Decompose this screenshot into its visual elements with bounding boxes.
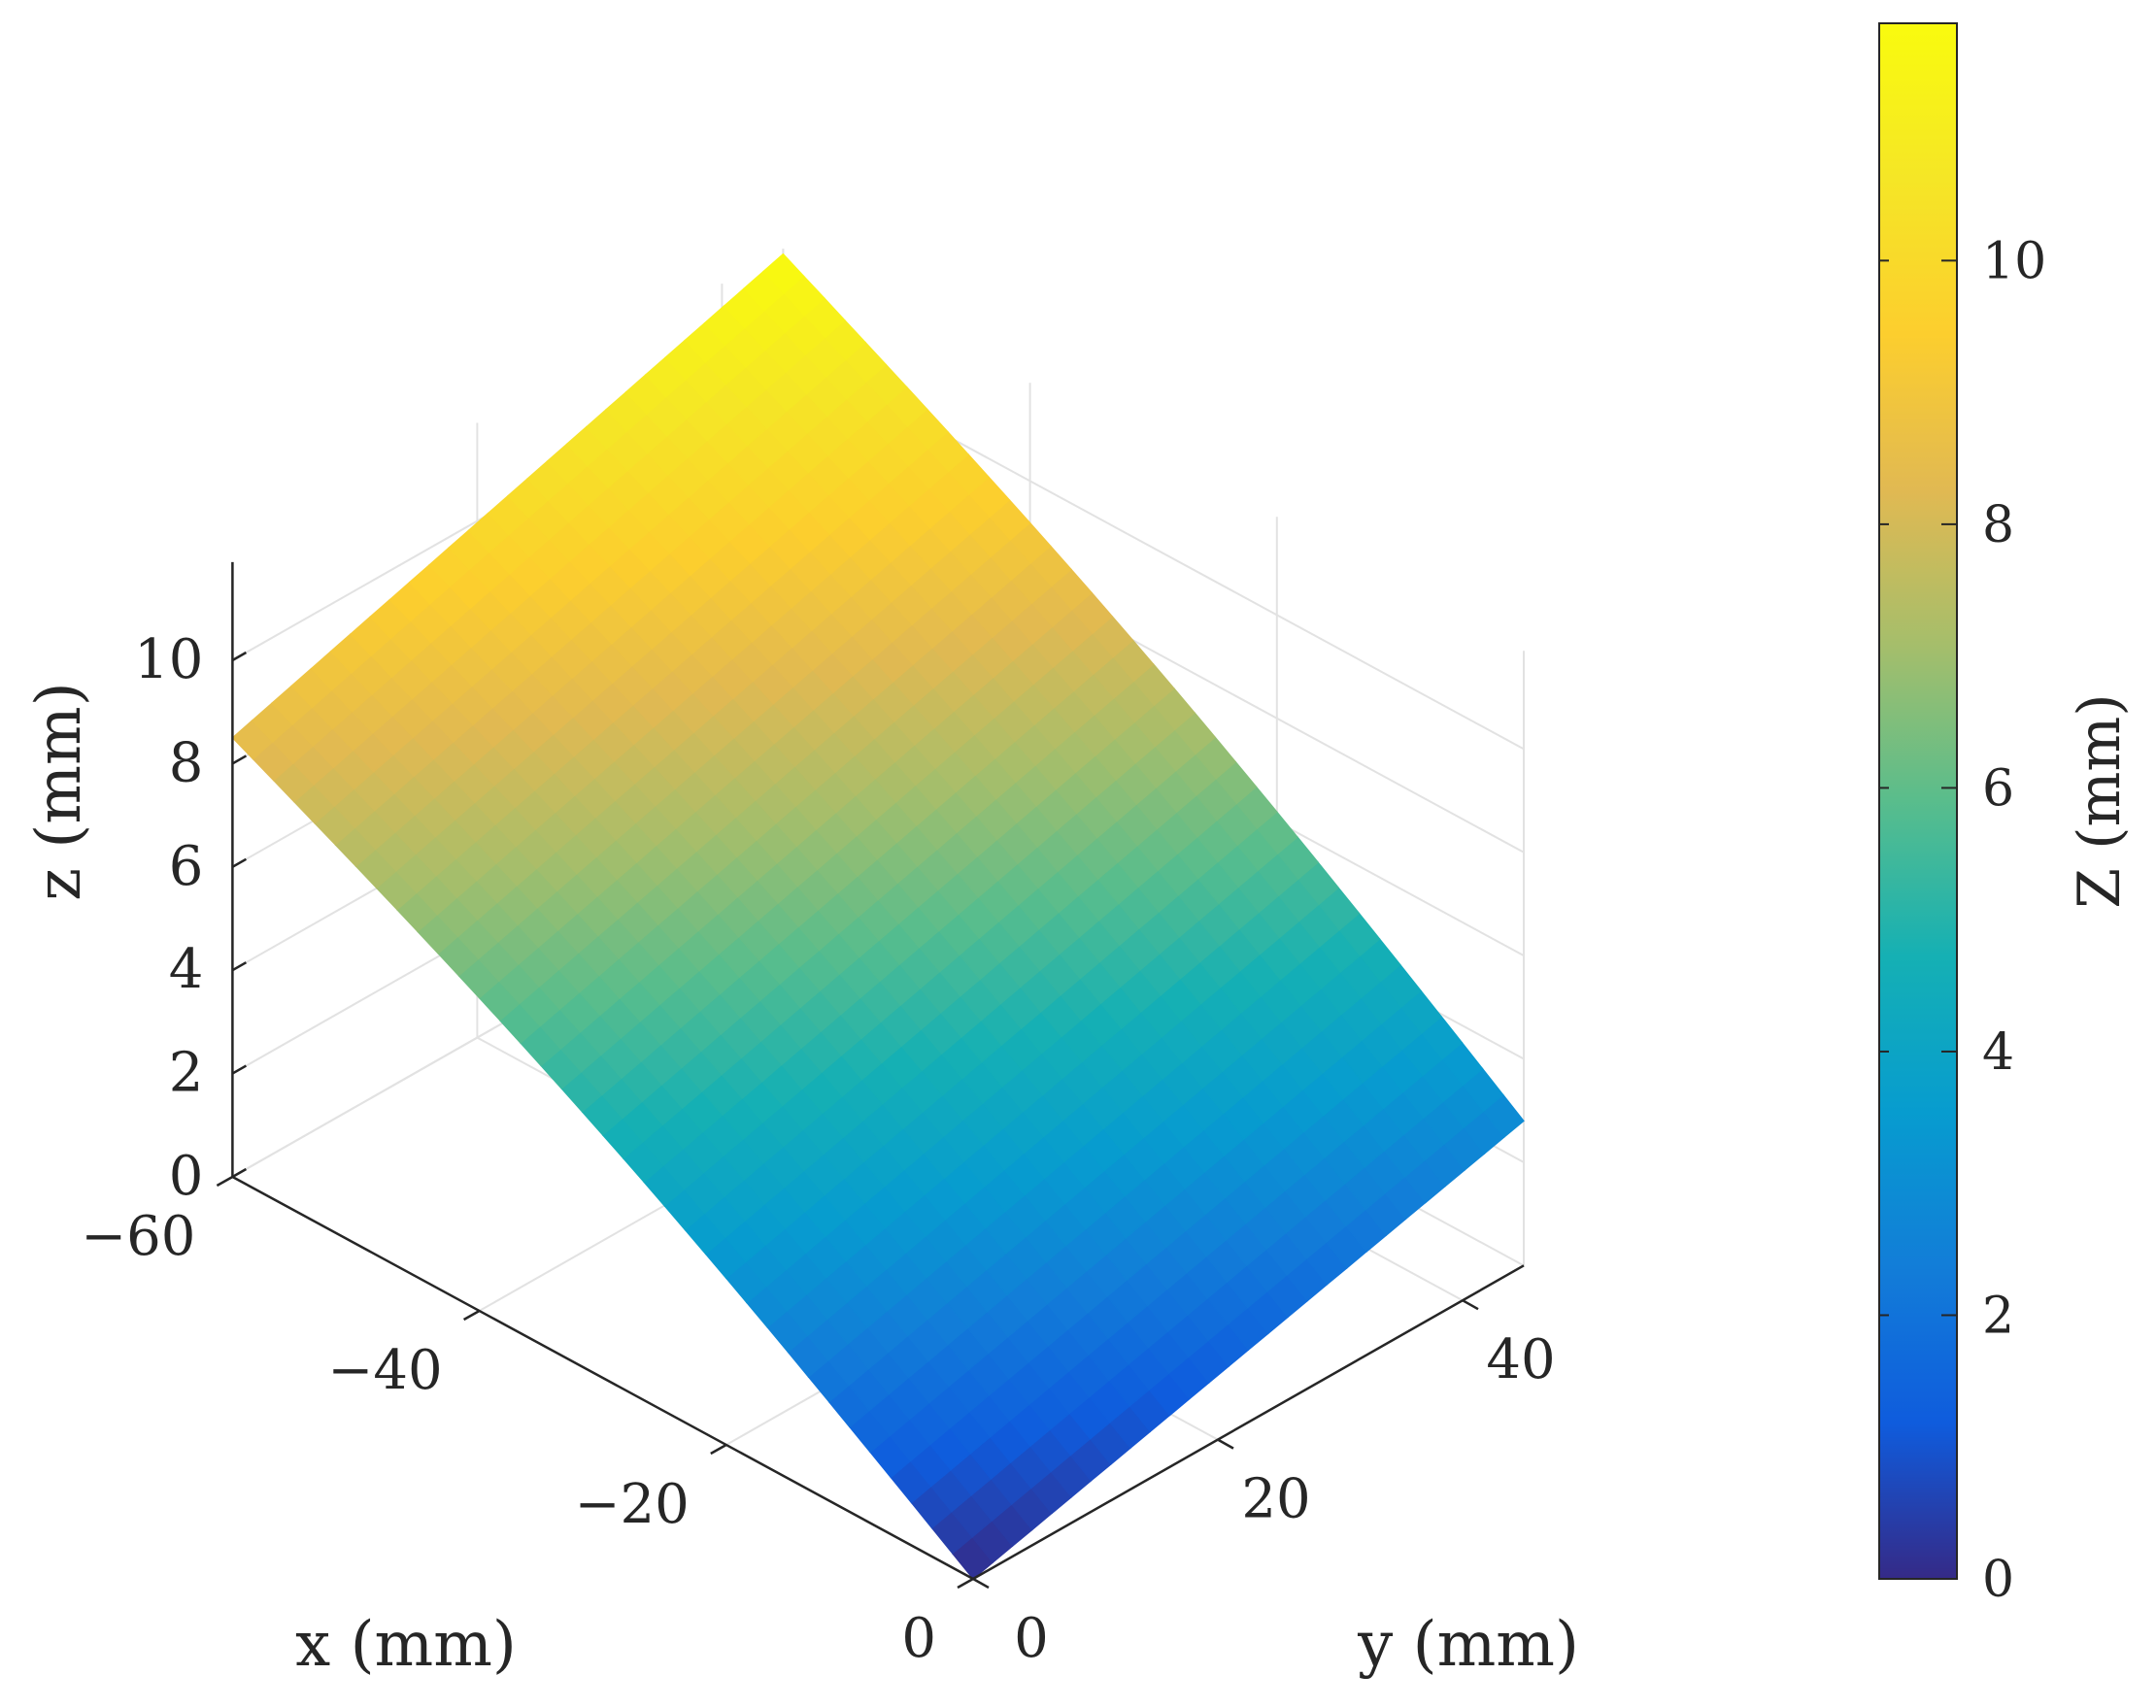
x-tick-label: −40 (327, 1339, 442, 1402)
x-axis-label: x (mm) (295, 1609, 517, 1681)
z-tick-label: 0 (169, 1145, 204, 1208)
surface-patch (762, 252, 805, 294)
colorbar-ticks: 0 2 4 6 8 10 (1879, 232, 2046, 1609)
colorbar-label: Z (mm) (2066, 693, 2134, 908)
z-tick-label: 2 (169, 1042, 204, 1105)
surface (231, 252, 1525, 1580)
colorbar-tick-label: 6 (1982, 759, 2014, 818)
colorbar-tick-label: 8 (1982, 496, 2014, 554)
z-tick-label: 10 (134, 628, 203, 691)
colorbar-scale (1878, 22, 1958, 1580)
x-tick-mark (957, 1577, 974, 1590)
colorbar: 0 2 4 6 8 10 Z (mm) (1878, 22, 2134, 1609)
z-tick-label: 8 (169, 731, 204, 794)
colorbar-tick-label: 2 (1982, 1287, 2014, 1345)
z-tick-mark (231, 961, 248, 972)
x-axis-line (231, 1175, 974, 1581)
y-tick-label: 20 (1241, 1468, 1310, 1531)
z-tick-mark (231, 1064, 248, 1075)
y-axis-line (972, 1264, 1525, 1581)
y-tick-label: 40 (1486, 1328, 1555, 1391)
y-tick-mark (1462, 1299, 1479, 1311)
tick-labels: 0 2 4 6 8 10 −60 −40 −20 0 0 20 40 (81, 628, 1555, 1670)
z-tick-mark (231, 1167, 248, 1179)
colorbar-tick-label: 4 (1982, 1023, 2014, 1082)
colorbar-tick-label: 10 (1982, 232, 2046, 290)
colorbar-tick-label: 0 (1982, 1551, 2014, 1609)
z-tick-mark (231, 857, 248, 868)
x-tick-label: 0 (901, 1607, 936, 1670)
z-tick-label: 6 (169, 835, 204, 898)
x-tick-mark (462, 1309, 481, 1322)
z-axis-label: z (mm) (23, 682, 95, 900)
axes-box (216, 561, 1525, 1590)
y-tick-mark (972, 1577, 990, 1590)
x-tick-mark (216, 1175, 234, 1188)
z-tick-mark (231, 651, 248, 662)
z-tick-mark (231, 754, 248, 765)
y-axis-label: y (mm) (1357, 1609, 1579, 1681)
y-tick-mark (1217, 1438, 1234, 1450)
x-tick-label: −60 (81, 1205, 195, 1268)
x-tick-label: −20 (575, 1473, 690, 1536)
x-tick-mark (710, 1443, 727, 1456)
z-tick-label: 4 (169, 938, 204, 1001)
y-tick-label: 0 (1014, 1607, 1049, 1670)
